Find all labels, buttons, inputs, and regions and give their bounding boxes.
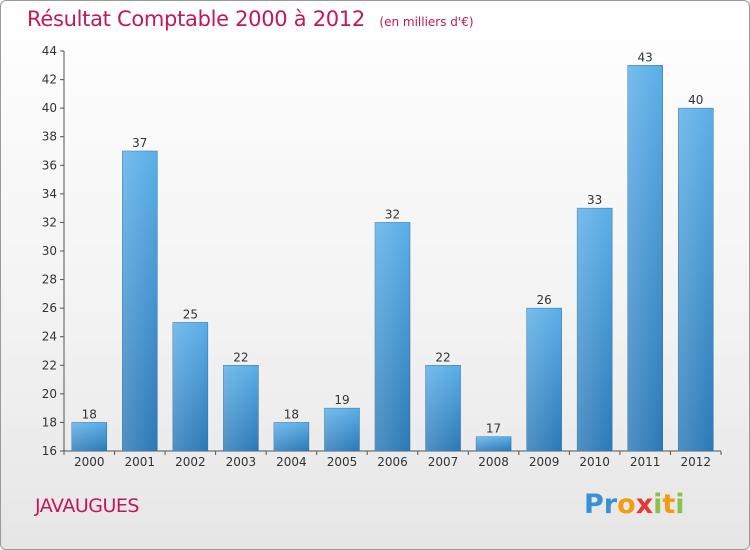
y-tick-label: 44 xyxy=(42,44,57,58)
x-tick-label-2012: 2012 xyxy=(680,455,711,469)
bar-highlight xyxy=(172,322,208,451)
y-tick-label: 38 xyxy=(42,130,57,144)
x-tick-label-2003: 2003 xyxy=(226,455,257,469)
y-tick-label: 20 xyxy=(42,387,57,401)
bar-highlight xyxy=(577,208,613,451)
x-tick-label-2006: 2006 xyxy=(377,455,408,469)
y-tick-label: 34 xyxy=(42,187,57,201)
value-label-2002: 25 xyxy=(183,307,198,321)
value-label-2008: 17 xyxy=(486,422,501,436)
logo-letter: o xyxy=(617,489,636,520)
value-label-2000: 18 xyxy=(82,407,97,421)
y-tick-label: 36 xyxy=(42,158,57,172)
bar-highlight xyxy=(122,151,158,451)
commune-name: JAVAUGUES xyxy=(35,495,139,517)
bar-highlight xyxy=(627,65,663,452)
y-tick-label: 40 xyxy=(42,101,57,115)
value-label-2010: 33 xyxy=(587,193,602,207)
bar-highlight xyxy=(273,422,309,451)
proxiti-logo: Proxiti xyxy=(584,489,685,520)
axes: 16 18 20 22 24 26 28 30 32 34 36 38 40 42 44 2000 2001 20… xyxy=(42,44,722,469)
x-tick-label-2004: 2004 xyxy=(276,455,307,469)
value-label-2011: 43 xyxy=(638,50,653,64)
x-tick-label-2009: 2009 xyxy=(529,455,560,469)
chart-title: Résultat Comptable 2000 à 2012 (en milli… xyxy=(27,7,474,31)
x-tick-label-2008: 2008 xyxy=(478,455,509,469)
x-tick-label-2007: 2007 xyxy=(428,455,459,469)
value-label-2005: 19 xyxy=(334,393,349,407)
bar-highlight xyxy=(425,365,461,451)
logo-letter: i xyxy=(653,489,663,520)
unit-text: (en milliers d'€) xyxy=(379,15,474,29)
y-tick-label: 24 xyxy=(42,330,57,344)
x-tick-label-2001: 2001 xyxy=(125,455,156,469)
logo-letter: t xyxy=(662,489,676,520)
bar-highlight xyxy=(678,108,714,452)
value-label-2006: 32 xyxy=(385,207,400,221)
y-tick-label: 42 xyxy=(42,73,57,87)
y-tick-label: 30 xyxy=(42,244,57,258)
value-label-2001: 37 xyxy=(132,136,147,150)
value-label-2004: 18 xyxy=(284,407,299,421)
value-label-2003: 22 xyxy=(233,350,248,364)
title-text: Résultat Comptable 2000 à 2012 xyxy=(27,7,365,31)
x-tick-label-2005: 2005 xyxy=(327,455,358,469)
y-tick-label: 28 xyxy=(42,273,57,287)
bar-highlight xyxy=(476,436,512,451)
logo-letter: P xyxy=(584,489,604,520)
bar-highlight xyxy=(526,308,562,451)
y-tick-label: 16 xyxy=(42,444,57,458)
value-labels: 18 37 25 22 18 19 32 22 17 26 33 43 40 xyxy=(82,50,704,435)
y-tick-label: 26 xyxy=(42,301,57,315)
x-tick-label-2011: 2011 xyxy=(630,455,661,469)
y-tick-label: 22 xyxy=(42,358,57,372)
x-tick-label-2000: 2000 xyxy=(74,455,105,469)
logo-letter: x xyxy=(635,489,654,520)
bar-highlight xyxy=(324,408,360,451)
y-tick-label: 18 xyxy=(42,415,57,429)
bars xyxy=(71,65,714,452)
value-label-2009: 26 xyxy=(536,293,551,307)
value-label-2012: 40 xyxy=(688,93,703,107)
logo-letter: i xyxy=(675,489,685,520)
bar-highlight xyxy=(223,365,259,451)
value-label-2007: 22 xyxy=(435,350,450,364)
y-tick-label: 32 xyxy=(42,215,57,229)
bar-highlight xyxy=(71,422,107,451)
bar-highlight xyxy=(375,222,410,451)
x-tick-label-2002: 2002 xyxy=(175,455,206,469)
logo-letter: r xyxy=(603,489,618,520)
x-tick-label-2010: 2010 xyxy=(579,455,610,469)
